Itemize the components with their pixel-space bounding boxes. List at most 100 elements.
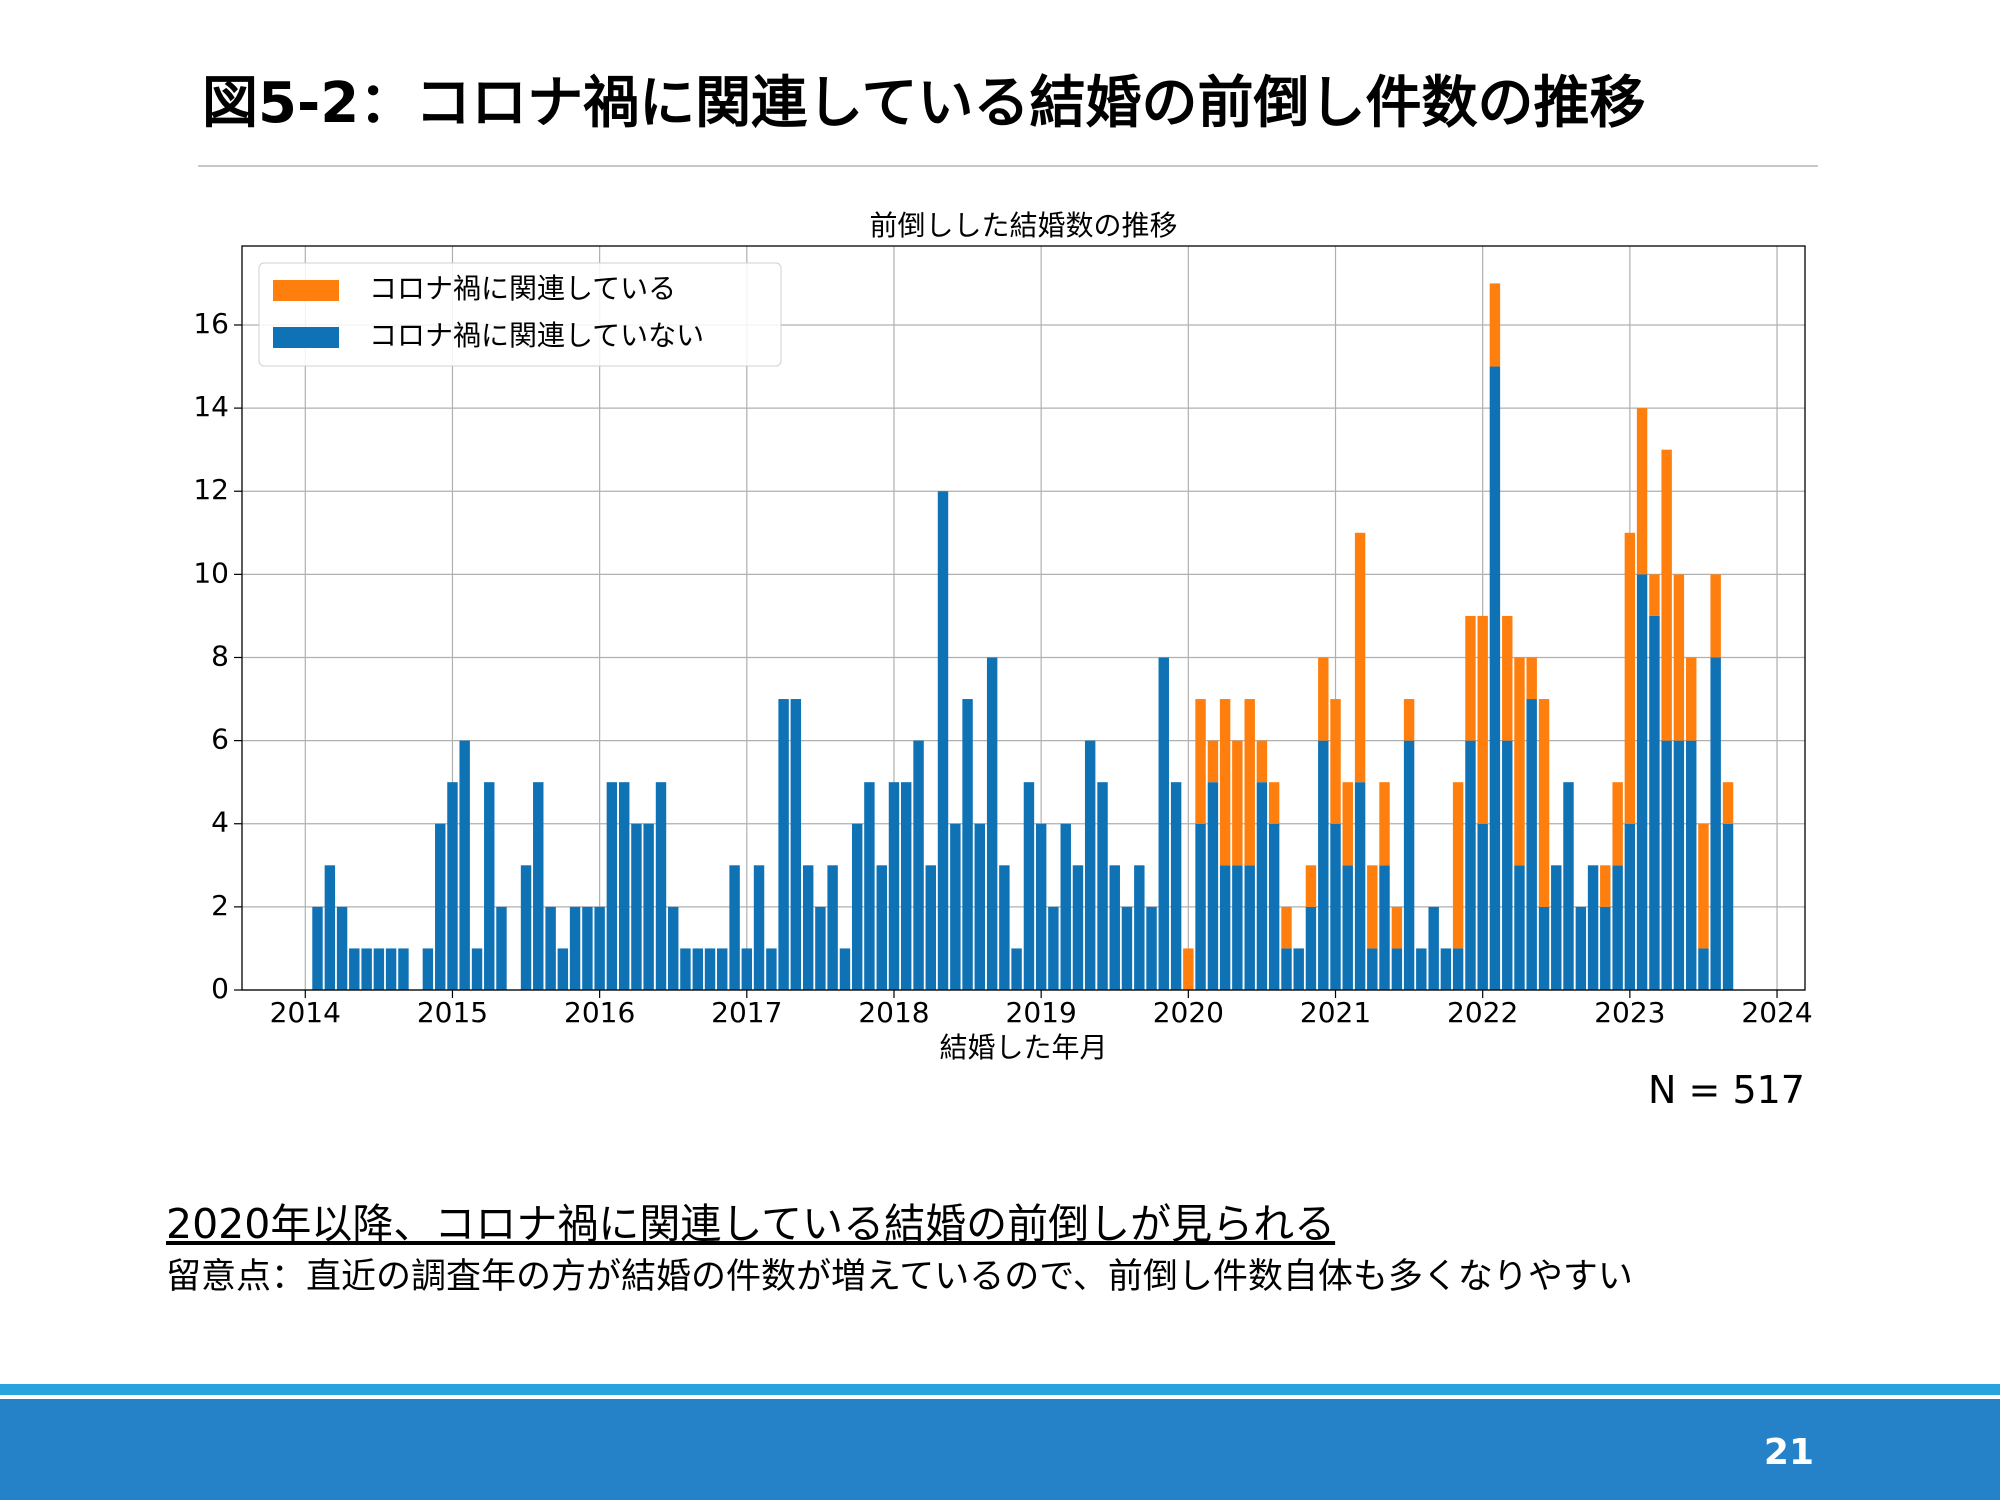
y-tick-label: 16 (193, 307, 229, 340)
bar-segment (1502, 615, 1513, 741)
legend-box (258, 262, 782, 367)
bar-segment (1354, 782, 1366, 990)
bar-segment (1612, 865, 1623, 990)
y-tick-label: 12 (193, 473, 229, 506)
bar-segment (1011, 948, 1022, 990)
bar-segment (1219, 865, 1231, 990)
bar-segment (447, 782, 458, 990)
bar-segment (766, 948, 777, 990)
bar-segment (1710, 657, 1721, 990)
bar-segment (1121, 906, 1133, 990)
bar-segment (1305, 906, 1317, 990)
bar-segment (753, 865, 765, 990)
bar-segment (1649, 615, 1660, 990)
bar-segment (1367, 948, 1378, 990)
bar-segment (1330, 823, 1341, 990)
y-tick-label: 6 (211, 723, 229, 756)
bar-segment (1170, 782, 1182, 990)
bar-segment (839, 948, 851, 990)
bar-segment (435, 823, 446, 990)
bar-segment (1379, 865, 1390, 990)
bar-segment (1367, 865, 1378, 949)
bar-segment (1330, 699, 1341, 824)
bar-segment (1293, 948, 1304, 990)
bar-segment (1183, 948, 1194, 990)
bar-segment (1575, 906, 1587, 990)
bar-segment (815, 906, 826, 990)
page-number: 21 (1763, 1432, 1814, 1473)
bar-segment (484, 782, 495, 990)
bar-segment (1440, 948, 1452, 990)
bar-segment (1612, 782, 1623, 866)
bar-segment (1146, 906, 1157, 990)
bar-segment (1244, 865, 1255, 990)
x-tick-label: 2015 (417, 996, 488, 1029)
bar-segment (1207, 740, 1219, 783)
bar-segment (778, 699, 789, 990)
bar-segment (962, 699, 973, 990)
legend-swatch (273, 327, 339, 348)
bar-segment (1207, 782, 1219, 990)
bar-segment (545, 906, 556, 990)
bar-segment (704, 948, 716, 990)
bar-segment (668, 906, 679, 990)
bar-segment (520, 865, 532, 990)
bar-segment (974, 823, 986, 990)
finding: 2020年以降、コロナ禍に関連している結婚の前倒しが見られる (166, 1200, 1336, 1248)
bar-segment (1342, 782, 1353, 866)
bar-segment (1342, 865, 1353, 990)
bar-segment (876, 865, 887, 990)
legend-label: コロナ禍に関連している (369, 272, 676, 305)
bar-segment (1489, 366, 1501, 990)
y-tick-label: 10 (193, 556, 229, 589)
bar-segment (1318, 740, 1329, 990)
bar-segment (1048, 906, 1059, 990)
sample-note: N = 517 (1648, 1068, 1805, 1112)
bar-segment (569, 906, 581, 990)
x-tick-label: 2023 (1594, 996, 1665, 1029)
bar-segment (950, 823, 961, 990)
bar-segment (1281, 948, 1292, 990)
bar-segment (349, 948, 360, 990)
bar-segment (655, 782, 667, 990)
x-tick-label: 2017 (711, 996, 782, 1029)
footer-stripe (0, 1384, 2000, 1395)
x-tick-label: 2016 (564, 996, 635, 1029)
bar-segment (729, 865, 740, 990)
bar-segment (1514, 865, 1525, 990)
bar-segment (1722, 823, 1734, 990)
bar-segment (1268, 823, 1280, 990)
bar-segment (1600, 906, 1611, 990)
bar-segment (1686, 657, 1697, 741)
bar-segment (1035, 823, 1047, 990)
bar-segment (336, 906, 348, 990)
bar-segment (888, 782, 900, 990)
bar-segment (1538, 906, 1550, 990)
bar-segment (1391, 906, 1403, 949)
bar-segment (986, 657, 998, 990)
bar-segment (1281, 906, 1292, 949)
y-tick-label: 0 (211, 972, 229, 1005)
caveat: 留意点：直近の調査年の方が結婚の件数が増えているので、前倒し件数自体も多くなりや… (166, 1257, 1633, 1297)
bar-segment (1477, 615, 1488, 824)
bar-segment (1391, 948, 1403, 990)
bar-segment (937, 491, 949, 990)
bar-segment (1452, 782, 1464, 949)
x-tick-label: 2024 (1741, 996, 1812, 1029)
x-tick-label: 2018 (858, 996, 929, 1029)
bar-segment (864, 782, 875, 990)
bar-segment (1698, 948, 1709, 990)
bar-segment (385, 948, 397, 990)
bar-segment (1318, 657, 1329, 741)
bar-segment (1673, 740, 1685, 990)
bar-segment (1526, 657, 1537, 700)
bar-segment (1195, 823, 1206, 990)
bar-segment (692, 948, 704, 990)
bar-segment (741, 948, 753, 990)
bar-segment (1502, 740, 1513, 990)
y-tick-label: 2 (211, 889, 229, 922)
bar-segment (606, 782, 618, 990)
bar-segment (1600, 865, 1611, 907)
